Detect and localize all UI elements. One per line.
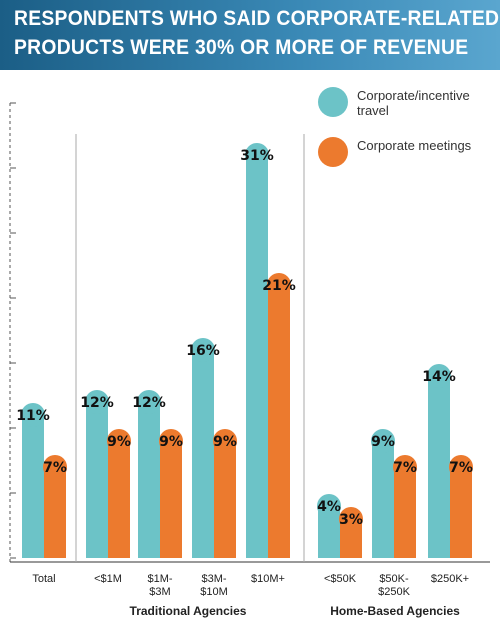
legend-label: Corporate meetings (357, 138, 472, 153)
bar-corporate-incentive-travel (192, 339, 214, 558)
bar-corporate-meetings (268, 274, 290, 558)
value-bubble (85, 390, 109, 414)
value-bubble (191, 338, 215, 362)
value-bubble (159, 429, 183, 453)
legend-swatch (318, 87, 348, 117)
x-tick-label: <$1M (94, 573, 122, 585)
bar-corporate-incentive-travel (86, 391, 108, 558)
value-bubble (393, 455, 417, 479)
bar-corporate-meetings (160, 430, 182, 558)
bar-corporate-incentive-travel (372, 430, 394, 558)
x-tick-label: $10M+ (251, 573, 285, 585)
legend-label: travel (357, 103, 389, 118)
bar-corporate-incentive-travel (246, 144, 268, 558)
x-tick-label: $50K- (379, 573, 409, 585)
data-label: 9% (159, 434, 183, 450)
value-bubble (371, 429, 395, 453)
value-bubble (267, 273, 291, 297)
value-bubble (43, 455, 67, 479)
x-tick-label: $1M- (147, 573, 172, 585)
x-tick-label: $250K (378, 586, 410, 598)
bar-corporate-incentive-travel (22, 404, 44, 558)
x-tick-label: $250K+ (431, 573, 469, 585)
x-tick-label: $3M (149, 586, 170, 598)
group-label: Traditional Agencies (130, 604, 247, 618)
x-tick-label: <$50K (324, 573, 357, 585)
bar-corporate-incentive-travel (138, 391, 160, 558)
bar-corporate-meetings (450, 456, 472, 558)
value-bubble (21, 403, 45, 427)
chart-title-line-1: RESPONDENTS WHO SAID CORPORATE-RELATED (14, 7, 500, 30)
bar-corporate-meetings (108, 430, 130, 558)
data-label: 11% (16, 408, 50, 424)
value-bubble (427, 364, 451, 388)
data-label: 14% (422, 369, 456, 385)
legend-label: Corporate/incentive (357, 88, 470, 103)
data-label: 7% (393, 460, 417, 476)
value-bubble (107, 429, 131, 453)
bar-corporate-incentive-travel (428, 365, 450, 558)
value-bubble (245, 143, 269, 167)
group-label: Home-Based Agencies (330, 604, 460, 618)
data-label: 12% (132, 395, 166, 411)
data-label: 31% (240, 148, 274, 164)
bar-corporate-meetings (394, 456, 416, 558)
value-bubble (213, 429, 237, 453)
data-label: 21% (262, 278, 296, 294)
data-label: 7% (449, 460, 473, 476)
data-label: 7% (43, 460, 67, 476)
data-label: 9% (213, 434, 237, 450)
data-label: 16% (186, 343, 220, 359)
value-bubble (339, 507, 363, 531)
value-bubble (317, 494, 341, 518)
value-bubble (449, 455, 473, 479)
value-bubble (137, 390, 161, 414)
title-banner: RESPONDENTS WHO SAID CORPORATE-RELATED P… (0, 0, 500, 70)
legend-swatch (318, 137, 348, 167)
data-label: 4% (317, 499, 341, 515)
bar-corporate-meetings (44, 456, 66, 558)
x-tick-label: $3M- (201, 573, 226, 585)
data-label: 12% (80, 395, 114, 411)
data-label: 9% (107, 434, 131, 450)
x-tick-label: Total (32, 573, 55, 585)
data-label: 3% (339, 512, 363, 528)
data-label: 9% (371, 434, 395, 450)
bar-corporate-meetings (214, 430, 236, 558)
chart-title-line-2: PRODUCTS WERE 30% OR MORE OF REVENUE (14, 36, 469, 59)
x-tick-label: $10M (200, 586, 228, 598)
